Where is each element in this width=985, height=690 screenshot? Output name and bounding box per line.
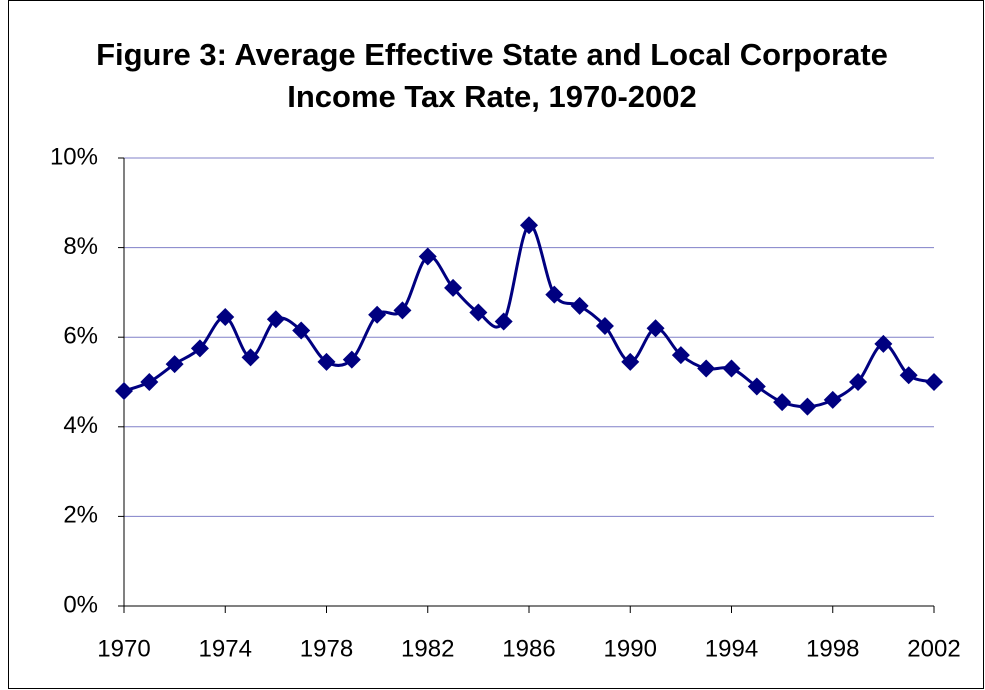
chart-frame [8,0,984,689]
data-point [418,247,437,266]
data-point [798,397,817,416]
data-point [722,359,741,378]
x-tick-label: 1974 [199,635,252,662]
data-point [747,377,766,396]
y-tick-label: 0% [63,591,98,618]
x-tick-label: 1982 [401,635,454,662]
data-point [266,310,285,329]
x-tick-label: 1970 [97,635,150,662]
data-point [216,308,235,327]
y-tick-label: 2% [63,502,98,529]
data-point [646,319,665,338]
y-tick-label: 6% [63,323,98,350]
data-point [165,355,184,374]
data-point [874,334,893,353]
data-point [368,305,387,324]
data-point [671,346,690,365]
data-point [393,301,412,320]
data-point [899,366,918,385]
data-point [292,321,311,340]
x-tick-label: 1990 [604,635,657,662]
data-point [849,373,868,391]
data-point [190,339,209,358]
data-point [570,296,589,315]
data-point [545,285,564,304]
data-point [469,303,488,322]
data-point [140,373,159,391]
data-point [697,359,716,378]
data-point [342,350,361,369]
chart-title: Figure 3: Average Effective State and Lo… [96,37,888,114]
data-point [621,352,640,371]
data-point [823,390,842,409]
data-point [494,312,513,331]
y-tick-label: 8% [63,233,98,260]
series-line [123,223,935,409]
x-tick-label: 2002 [907,635,960,662]
x-tick-label: 1994 [705,635,758,662]
data-point [520,216,538,235]
x-tick-label: 1998 [806,635,859,662]
data-point [773,393,792,412]
data-point [444,278,463,297]
y-tick-label: 4% [63,412,98,439]
data-point [317,352,336,371]
data-point [115,381,133,400]
data-point [595,317,614,335]
x-tick-label: 1986 [502,635,555,662]
x-tick-label: 1978 [300,635,353,662]
y-tick-label: 10% [50,143,98,170]
data-point [925,373,943,391]
data-point [241,348,260,367]
